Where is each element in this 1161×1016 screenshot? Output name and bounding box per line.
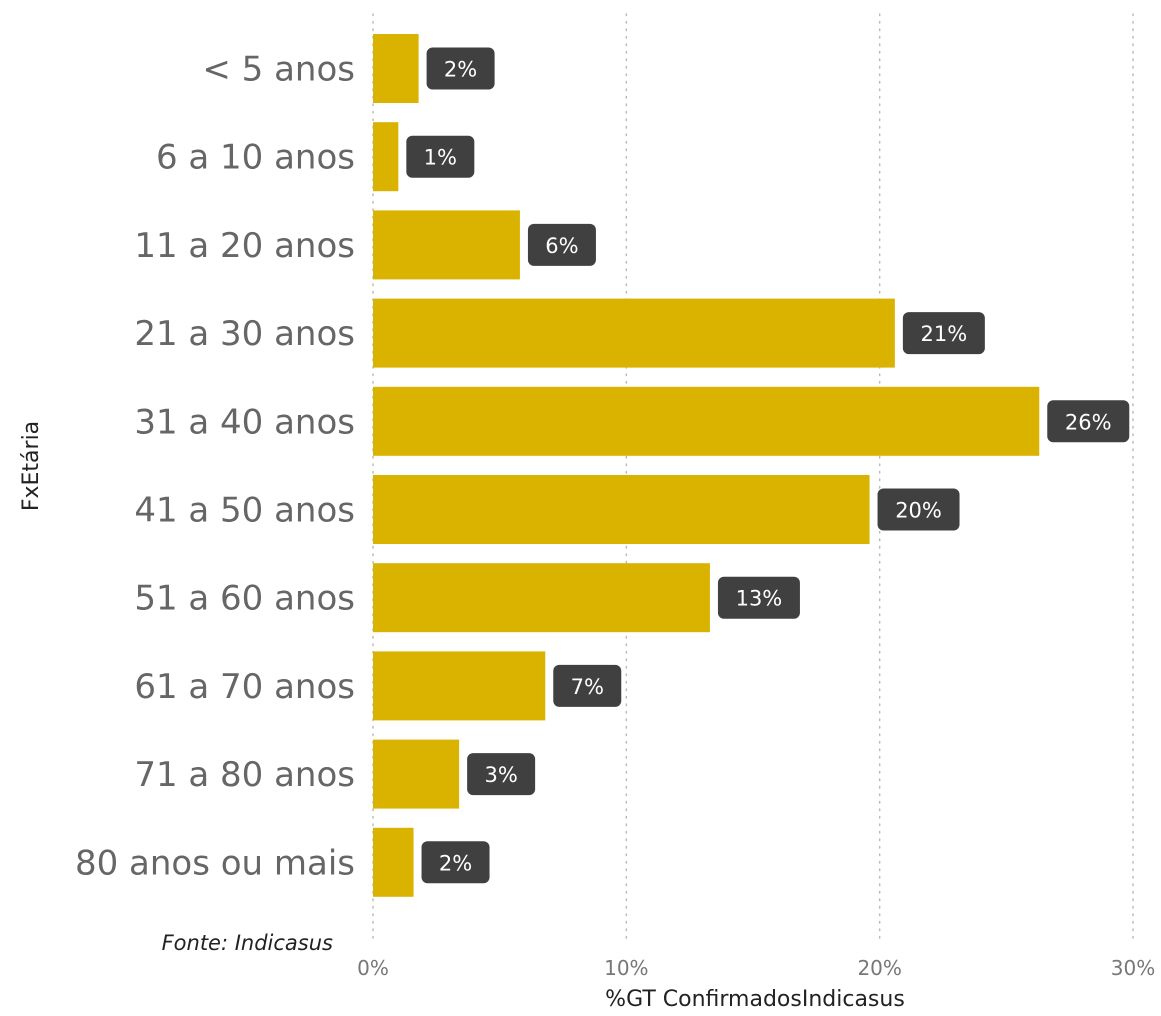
data-labels: 2% 1% 6% 21% 26% 20% 13% 7% 3% 2%: [406, 47, 1130, 884]
category-label: < 5 anos: [202, 50, 355, 90]
data-label: 13%: [736, 587, 783, 611]
category-label: 51 a 60 anos: [134, 579, 355, 619]
category-label: 6 a 10 anos: [156, 138, 355, 178]
bar: [373, 298, 895, 368]
data-label-box: [406, 135, 475, 178]
data-label-box: [553, 664, 622, 707]
x-tick-label: 30%: [1111, 956, 1155, 980]
data-label-box: [426, 47, 495, 90]
data-label: 7%: [571, 675, 604, 699]
data-label-box: [877, 488, 960, 531]
bar: [373, 827, 414, 897]
data-label-box: [1047, 400, 1130, 443]
bar: [373, 739, 460, 809]
data-label: 1%: [424, 146, 457, 170]
bar: [373, 563, 710, 633]
bar: [373, 34, 419, 103]
x-tick-labels: 0% 10% 20% 30%: [357, 956, 1155, 980]
data-label: 21%: [921, 322, 968, 346]
category-label: 80 anos ou mais: [75, 843, 355, 883]
data-label: 2%: [444, 58, 477, 82]
category-label: 61 a 70 anos: [134, 667, 355, 707]
source-note: Fonte: Indicasus: [162, 931, 333, 955]
x-tick-label: 10%: [604, 956, 648, 980]
bar: [373, 651, 546, 721]
bar: [373, 122, 399, 192]
data-label-box: [527, 223, 596, 266]
data-label: 3%: [484, 763, 517, 787]
data-label: 26%: [1065, 410, 1112, 434]
x-tick-label: 20%: [857, 956, 901, 980]
y-axis-title: FxEtária: [19, 421, 44, 511]
data-label-box: [717, 576, 800, 619]
bar: [373, 475, 870, 544]
data-label-box: [902, 312, 985, 355]
data-label: 20%: [895, 499, 942, 523]
data-label-box: [467, 753, 536, 796]
bar: [373, 386, 1040, 456]
x-axis-title: %GT ConfirmadosIndicasus: [605, 987, 905, 1012]
category-label: 31 a 40 anos: [134, 402, 355, 442]
bars: [373, 34, 1040, 897]
data-label-box: [421, 841, 490, 884]
data-label: 2%: [439, 851, 472, 875]
data-label: 6%: [545, 234, 578, 258]
x-tick-label: 0%: [357, 956, 389, 980]
category-labels: < 5 anos 6 a 10 anos 11 a 20 anos 21 a 30 a…: [75, 50, 355, 884]
category-label: 41 a 50 anos: [134, 491, 355, 531]
bar: [373, 210, 520, 280]
category-label: 11 a 20 anos: [134, 226, 355, 266]
category-label: 21 a 30 anos: [134, 314, 355, 354]
category-label: 71 a 80 anos: [134, 755, 355, 795]
